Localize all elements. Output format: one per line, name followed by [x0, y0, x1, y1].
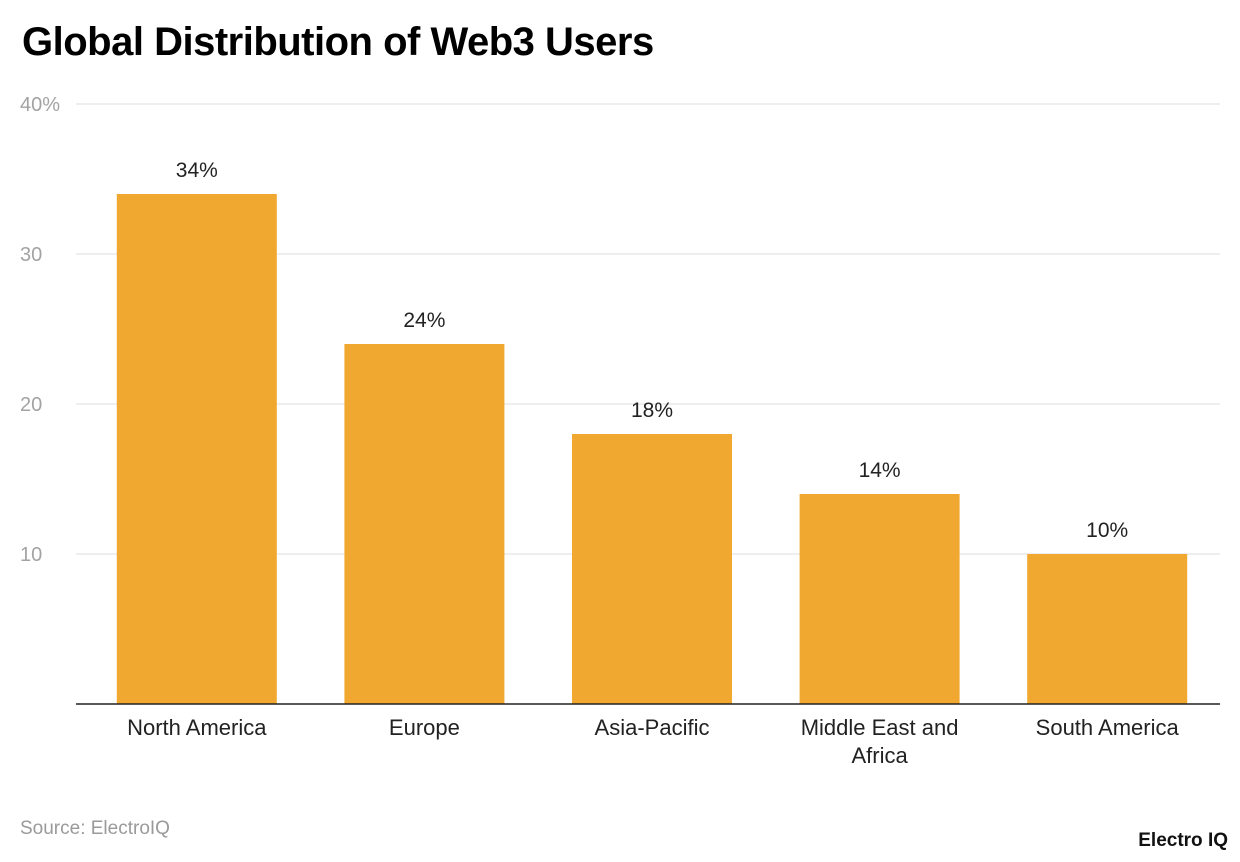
data-label: 18%: [631, 399, 673, 422]
x-tick-label: Europe: [389, 715, 460, 740]
x-tick-label: Africa: [851, 743, 908, 768]
bar: [344, 344, 505, 704]
bar: [572, 434, 732, 704]
bar-chart: 34% 24% 18% 14% 10% 10 20 30 40% North America Eu…: [20, 94, 1220, 768]
value-labels: 34% 24% 18% 14% 10%: [176, 159, 1128, 542]
bar: [1027, 554, 1188, 704]
x-tick-label: Asia-Pacific: [595, 715, 710, 740]
axes: 10 20 30 40% North America Europe Asia-Pacific…: [20, 94, 1220, 768]
chart-title: Global Distribution of Web3 Users: [22, 20, 654, 64]
data-label: 10%: [1086, 519, 1128, 542]
data-label: 14%: [859, 459, 901, 482]
x-tick-label: Middle East and: [801, 715, 959, 740]
source-note: Source: ElectroIQ: [20, 818, 170, 839]
brand-logo: Electro IQ: [1138, 830, 1228, 851]
data-label: 34%: [176, 159, 218, 182]
bars: [116, 194, 1188, 704]
data-label: 24%: [403, 309, 445, 332]
y-tick-label: 40%: [20, 94, 60, 116]
bar: [799, 494, 960, 704]
y-tick-label: 20: [20, 394, 42, 416]
y-tick-label: 30: [20, 244, 42, 266]
bar: [116, 194, 277, 704]
y-tick-label: 10: [20, 544, 42, 566]
x-tick-label: South America: [1036, 715, 1180, 740]
x-tick-label: North America: [127, 715, 267, 740]
